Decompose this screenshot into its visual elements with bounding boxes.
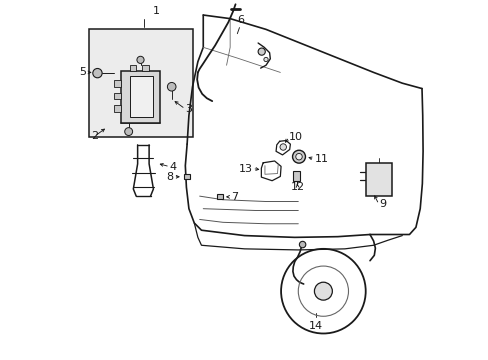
Text: 13: 13 <box>238 163 252 174</box>
Text: 10: 10 <box>289 132 303 142</box>
Text: 8: 8 <box>166 172 173 182</box>
Bar <box>88 30 192 137</box>
Circle shape <box>292 150 305 163</box>
Bar <box>121 71 160 123</box>
Text: 1: 1 <box>153 6 160 16</box>
Text: 6: 6 <box>237 15 244 25</box>
Text: 12: 12 <box>290 182 304 192</box>
Text: 7: 7 <box>230 192 238 202</box>
Circle shape <box>295 153 302 160</box>
Circle shape <box>264 57 267 62</box>
Bar <box>293 171 300 181</box>
Circle shape <box>124 128 132 135</box>
Text: 9: 9 <box>378 199 386 210</box>
Circle shape <box>280 144 286 150</box>
Bar <box>114 93 121 99</box>
Circle shape <box>137 56 144 63</box>
Circle shape <box>258 48 265 55</box>
Text: 3: 3 <box>185 104 192 114</box>
Bar <box>114 105 121 112</box>
Circle shape <box>299 241 305 248</box>
Text: 5: 5 <box>79 67 86 77</box>
Circle shape <box>167 82 176 91</box>
Bar <box>365 163 391 196</box>
Bar <box>129 65 136 71</box>
Bar <box>142 65 148 71</box>
Circle shape <box>93 68 102 78</box>
Text: 11: 11 <box>314 154 328 164</box>
Bar <box>183 174 190 179</box>
Text: 14: 14 <box>308 321 323 331</box>
Circle shape <box>314 282 332 300</box>
Text: 4: 4 <box>169 162 177 172</box>
Text: 2: 2 <box>91 131 98 141</box>
Bar <box>129 76 153 117</box>
Bar <box>114 80 121 87</box>
Bar <box>217 194 223 199</box>
